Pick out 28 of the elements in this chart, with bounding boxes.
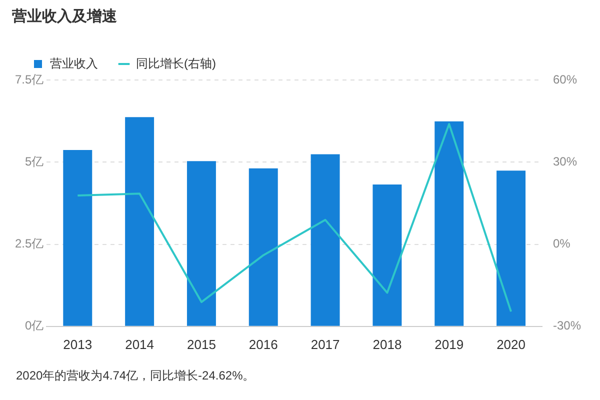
y-tick-label: 5亿 [24, 154, 44, 168]
x-tick-label: 2013 [63, 336, 92, 352]
x-tick-label: 2014 [125, 336, 154, 352]
x-tick-label: 2017 [310, 336, 340, 352]
y2-tick-label: 0% [552, 236, 571, 251]
bar [310, 154, 340, 326]
bar [434, 121, 464, 326]
x-tick-label: 2019 [434, 336, 464, 352]
bar [372, 184, 402, 326]
y2-tick-label: -30% [552, 318, 582, 333]
x-tick-label: 2015 [187, 336, 216, 352]
x-tick-label: 2016 [248, 336, 278, 352]
y-tick-label: 0亿 [24, 318, 44, 333]
legend-label: 同比增长(右轴) [136, 56, 216, 70]
bar [496, 170, 526, 326]
x-tick-label: 2018 [372, 336, 402, 352]
y-tick-label: 7.5亿 [14, 72, 44, 86]
bar [186, 161, 216, 326]
bar [63, 150, 92, 326]
bar [248, 168, 278, 326]
y2-tick-label: 60% [552, 72, 578, 86]
legend-label: 营业收入 [50, 56, 98, 70]
bar [125, 117, 154, 326]
y-tick-label: 2.5亿 [14, 236, 44, 251]
y2-tick-label: 30% [552, 154, 578, 168]
x-tick-label: 2020 [496, 336, 526, 352]
chart-title: 营业收入及增速 [11, 8, 118, 26]
text: 2020年的营收为4.74亿，同比增长-24.62%。 [16, 368, 255, 382]
